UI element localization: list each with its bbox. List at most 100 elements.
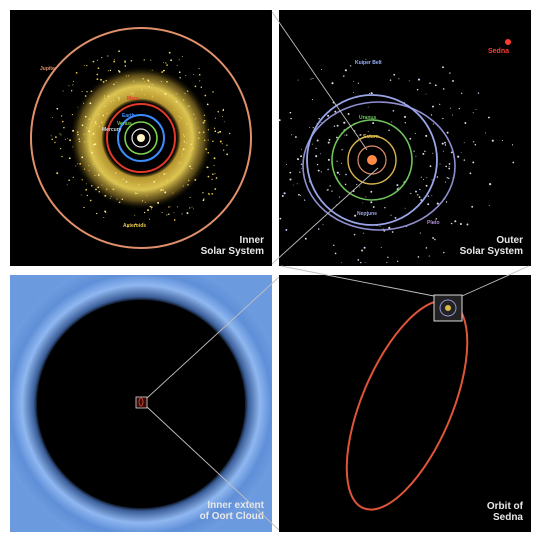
asteroid [93,163,95,166]
kuiper-object [413,150,415,152]
asteroid [101,184,103,186]
kuiper-object [446,177,448,179]
kuiper-object [320,122,322,124]
asteroid [87,165,89,166]
asteroid [158,175,160,177]
asteroid [118,71,121,73]
asteroid [97,186,99,189]
kuiper-object [464,122,467,124]
asteroid [226,144,228,146]
asteroid [83,102,85,104]
asteroid [190,149,193,152]
asteroid [164,191,167,194]
asteroid [113,60,116,63]
kuiper-object [368,92,371,94]
kuiper-object [428,255,430,257]
kuiper-object [380,247,382,248]
asteroid [134,223,137,226]
kuiper-object [315,147,317,150]
kuiper-object [449,107,451,109]
asteroid [91,184,93,187]
kuiper-object [447,177,450,180]
asteroid [202,192,204,194]
asteroid [112,99,115,102]
kuiper-object [432,152,434,154]
kuiper-object [339,174,341,175]
asteroid [68,157,71,160]
kuiper-object [485,132,487,134]
kuiper-object [292,184,294,186]
asteroid [183,141,185,143]
asteroid [194,178,197,181]
kuiper-object [310,78,312,80]
asteroid [102,80,105,83]
asteroid [219,130,222,133]
pluto-label: Pluto [427,220,440,226]
asteroid [86,91,88,93]
kuiper-object [445,201,448,203]
kuiper-object [460,151,462,153]
kuiper-object [312,127,314,129]
asteroid [205,148,208,150]
asteroid [191,143,193,145]
kuiper-object [423,179,424,181]
asteroid [83,206,85,209]
kuiper-object [416,88,419,91]
asteroid [121,198,124,201]
kuiper-object [347,113,350,115]
kuiper-object [334,252,337,255]
asteroid [96,73,99,76]
kuiper-object [396,260,399,262]
asteroid [69,139,72,142]
inner-system-mini [445,305,451,311]
kuiper-object [398,187,400,189]
asteroid [85,183,87,185]
kuiper-object [458,107,460,110]
asteroid [97,113,100,116]
kuiper-object [372,206,375,208]
kuiper-object [296,183,298,185]
asteroid [114,93,117,96]
kuiper-object [439,103,441,105]
kuiper-object [362,232,364,234]
kuiper-object [461,92,463,94]
asteroid [102,114,105,117]
asteroid [95,123,98,125]
asteroid [75,72,78,74]
asteroid [160,189,162,192]
asteroid [172,176,174,177]
kuiper-object [296,158,300,161]
asteroid [200,86,202,88]
kuiper-object [344,69,347,72]
asteroid [79,162,82,165]
kuiper-object [391,231,394,233]
asteroid [191,167,193,169]
kuiper-object [441,142,444,145]
asteroid [192,147,195,150]
kuiper-object [300,148,302,150]
asteroid [214,130,217,132]
kuiper-object [372,122,375,125]
asteroid [214,117,216,119]
asteroid [151,69,153,71]
asteroid [148,86,150,88]
asteroid [221,143,223,145]
asteroid [62,90,64,92]
asteroid [143,211,146,214]
asteroid [212,140,214,142]
asteroid [203,114,206,116]
kuiper-object [341,162,343,164]
asteroid [64,138,66,140]
label-line-2: Sedna [492,512,523,523]
asteroid [189,127,191,130]
kuiper-object [452,114,453,116]
asteroid [80,194,82,196]
asteroid [193,136,195,139]
asteroid [212,173,214,175]
connector-sedna-to-oort-top [146,276,280,399]
asteroid [211,193,214,195]
asteroid [143,222,145,224]
asteroid [51,138,53,140]
kuiper-object [356,184,358,186]
